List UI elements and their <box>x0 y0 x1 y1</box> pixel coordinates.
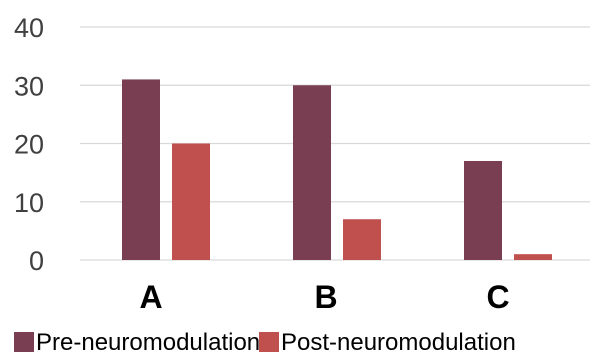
category-label-c: C <box>486 279 509 315</box>
bar-b-series-2 <box>343 219 381 260</box>
legend-swatch-series-2 <box>259 332 279 352</box>
bar-c-series-1 <box>464 160 502 260</box>
bar-c-series-2 <box>514 254 552 260</box>
y-axis-tick-labels: 0 10 20 30 40 <box>14 13 44 276</box>
legend-label-series-2: Post-neuromodulation <box>281 329 516 355</box>
legend-swatch-series-1 <box>14 332 34 352</box>
bar-b-series-1 <box>293 85 331 260</box>
category-label-a: A <box>139 279 162 315</box>
y-tick-label-40: 40 <box>14 13 44 43</box>
category-label-b: B <box>314 279 337 315</box>
y-tick-label-10: 10 <box>14 188 44 218</box>
bar-a-series-2 <box>172 143 210 260</box>
bar-a-series-1 <box>122 79 160 260</box>
x-axis-category-labels: A B C <box>139 279 509 315</box>
gridlines <box>80 26 590 261</box>
legend: Pre-neuromodulation Post-neuromodulation <box>14 329 516 355</box>
y-tick-label-30: 30 <box>14 71 44 101</box>
legend-label-series-1: Pre-neuromodulation <box>36 329 260 355</box>
y-tick-label-0: 0 <box>29 246 44 276</box>
y-tick-label-20: 20 <box>14 130 44 160</box>
bars <box>122 79 552 260</box>
